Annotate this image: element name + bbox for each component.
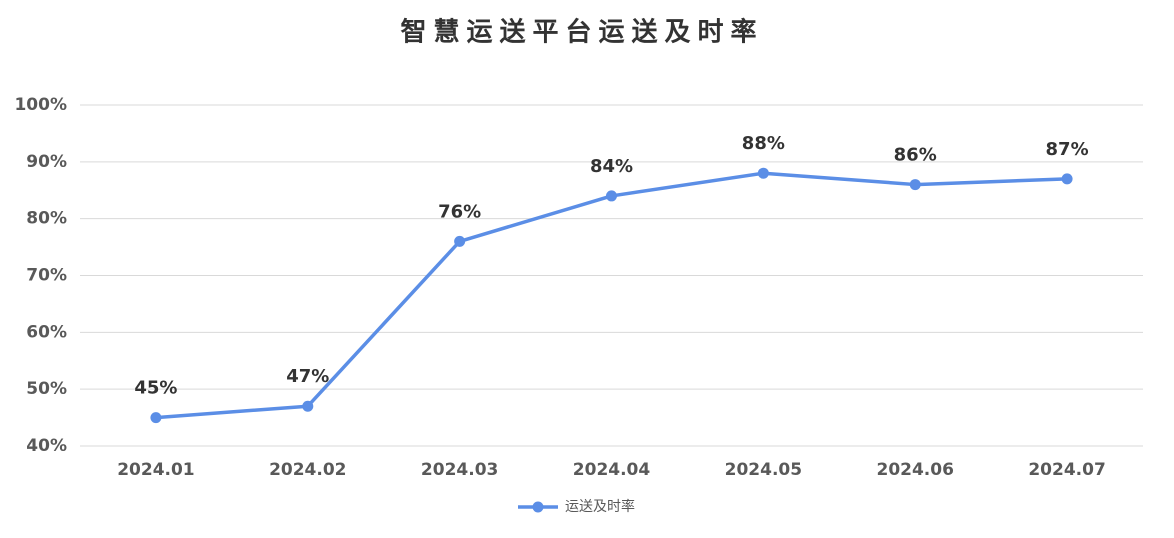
- data-point: [454, 235, 466, 247]
- x-tick-label: 2024.03: [421, 460, 498, 480]
- data-point: [757, 167, 769, 179]
- legend-marker: [532, 501, 544, 513]
- y-tick-label: 60%: [26, 322, 67, 342]
- y-tick-label: 90%: [26, 152, 67, 172]
- data-label: 76%: [438, 201, 481, 222]
- legend-label: 运送及时率: [565, 498, 635, 515]
- y-tick-label: 40%: [26, 436, 67, 456]
- data-point: [909, 179, 921, 191]
- data-label: 84%: [590, 156, 633, 177]
- data-point: [150, 412, 162, 424]
- x-tick-label: 2024.06: [876, 460, 953, 480]
- y-tick-label: 100%: [14, 95, 67, 115]
- data-label: 88%: [742, 133, 785, 154]
- data-label: 45%: [134, 378, 177, 399]
- data-point: [606, 190, 617, 202]
- y-tick-label: 80%: [26, 209, 67, 229]
- data-label: 87%: [1046, 139, 1089, 160]
- y-tick-label: 50%: [26, 379, 67, 399]
- x-tick-label: 2024.04: [573, 460, 651, 480]
- data-point: [1061, 173, 1073, 185]
- x-tick-label: 2024.05: [725, 460, 802, 480]
- x-tick-label: 2024.01: [117, 460, 194, 480]
- x-tick-label: 2024.02: [269, 460, 346, 480]
- data-label: 47%: [286, 366, 329, 387]
- x-tick-label: 2024.07: [1028, 460, 1105, 480]
- data-point: [302, 400, 314, 412]
- y-tick-label: 70%: [26, 266, 67, 286]
- chart-title: 智慧运送平台运送及时率: [400, 17, 763, 48]
- data-label: 86%: [894, 145, 937, 166]
